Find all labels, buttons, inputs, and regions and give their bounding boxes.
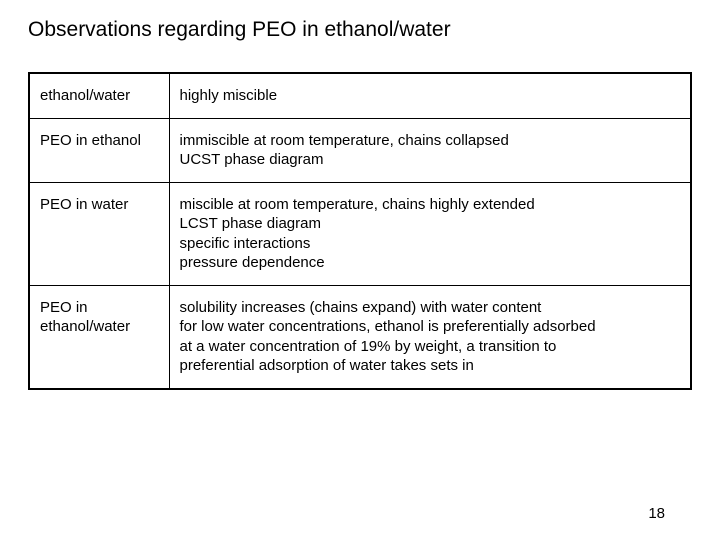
row-label: PEO in ethanol/water: [29, 285, 169, 389]
row-content: solubility increases (chains expand) wit…: [169, 285, 691, 389]
content-line: UCST phase diagram: [180, 150, 683, 170]
content-line: at a water concentration of 19% by weigh…: [180, 337, 683, 357]
row-label: PEO in water: [29, 182, 169, 285]
table-row: ethanol/water highly miscible: [29, 73, 691, 118]
row-content: highly miscible: [169, 73, 691, 118]
row-content: miscible at room temperature, chains hig…: [169, 182, 691, 285]
content-line: specific interactions: [180, 234, 683, 254]
content-line: pressure dependence: [180, 253, 683, 273]
page-number: 18: [648, 505, 665, 522]
content-line: miscible at room temperature, chains hig…: [180, 195, 683, 215]
table-row: PEO in ethanol/water solubility increase…: [29, 285, 691, 389]
row-label: ethanol/water: [29, 73, 169, 118]
row-label: PEO in ethanol: [29, 118, 169, 182]
content-line: highly miscible: [180, 86, 683, 106]
row-content: immiscible at room temperature, chains c…: [169, 118, 691, 182]
content-line: preferential adsorption of water takes s…: [180, 356, 683, 376]
content-line: for low water concentrations, ethanol is…: [180, 317, 683, 337]
content-line: solubility increases (chains expand) wit…: [180, 298, 683, 318]
content-line: LCST phase diagram: [180, 214, 683, 234]
content-line: immiscible at room temperature, chains c…: [180, 131, 683, 151]
slide-title: Observations regarding PEO in ethanol/wa…: [28, 18, 692, 42]
table-row: PEO in water miscible at room temperatur…: [29, 182, 691, 285]
table-row: PEO in ethanol immiscible at room temper…: [29, 118, 691, 182]
observations-table: ethanol/water highly miscible PEO in eth…: [28, 72, 692, 390]
